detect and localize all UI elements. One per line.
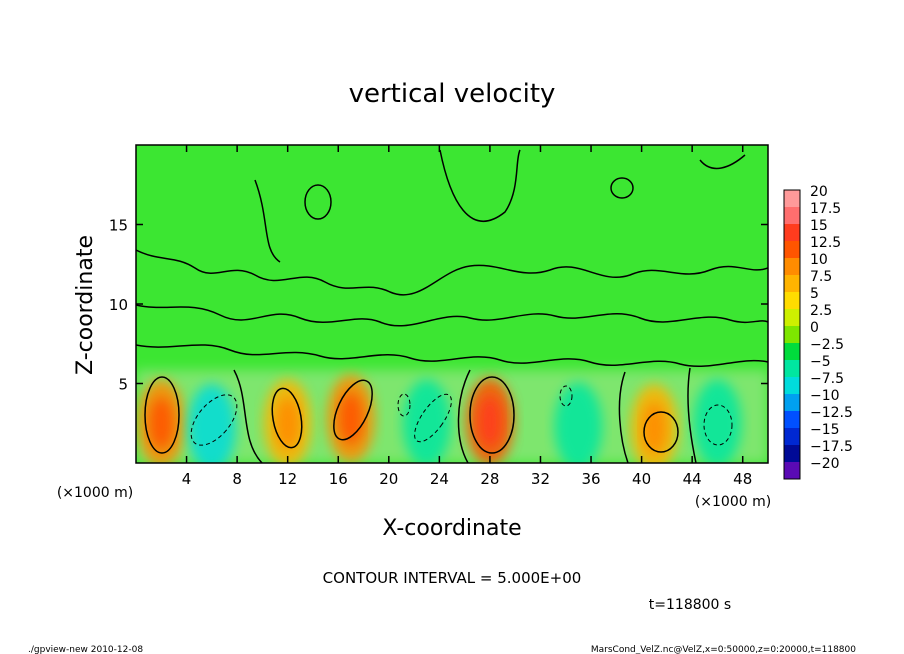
chart-title: vertical velocity [349,79,556,109]
y-tick-label: 10 [109,296,128,314]
x-tick-label: 20 [379,470,398,488]
colorbar-swatch [784,360,800,377]
x-tick-label: 44 [683,470,702,488]
contour-line [304,184,332,220]
contour-line [136,249,768,296]
colorbar-swatch [784,275,800,292]
colorbar-swatch [784,241,800,258]
dashed-contour [703,404,733,446]
velocity-cell [402,379,451,463]
colorbar-swatch [784,207,800,224]
plot-area [136,145,768,463]
dashed-contour [190,394,238,446]
colorbar-swatch [784,428,800,445]
dashed-contour [397,393,411,417]
contour-lines [136,149,768,463]
x-tick-label: 28 [480,470,499,488]
colorbar-label: 7.5 [810,269,832,285]
contour-line [687,367,697,463]
colorbar-label: −5 [810,354,831,370]
colorbar-swatch [784,377,800,394]
colorbar-swatch [784,411,800,428]
colorbar: 2017.51512.5107.552.50−2.5−5−7.5−10−12.5… [783,184,853,480]
contour-line [643,411,679,453]
dashed-contour [559,385,573,407]
y-tick-label: 15 [109,217,128,235]
x-tick-label: 4 [182,470,192,488]
colorbar-label: 0 [810,320,819,336]
dashed-contour [414,393,452,443]
x-axis-ticks: 4 8 12 16 20 24 28 32 36 40 44 48 [182,145,752,488]
contour-line [439,149,521,222]
contour-line [618,371,629,463]
colorbar-label: −2.5 [810,337,844,353]
x-tick-label: 32 [531,470,550,488]
velocity-cell [554,382,603,463]
colorbar-swatch [784,190,800,207]
y-unit-label: (×1000 m) [57,485,133,501]
footer-right: MarsCond_VelZ.nc@VelZ,x=0:50000,z=0:2000… [591,645,856,654]
colorbar-label: 12.5 [810,235,841,251]
x-tick-label: 24 [430,470,449,488]
x-tick-label: 16 [329,470,348,488]
y-axis-label: Z-coordinate [73,235,98,375]
x-tick-label: 40 [632,470,651,488]
contour-line [469,376,515,454]
y-axis-ticks: 5 10 15 [109,217,768,394]
x-tick-label: 12 [278,470,297,488]
colorbar-swatch [784,445,800,462]
x-axis-label: X-coordinate [382,516,521,541]
contour-line [271,387,303,449]
velocity-core [275,397,300,450]
colorbar-label: 17.5 [810,201,841,217]
contour-line [136,344,768,368]
time-label: t=118800 s [649,597,731,613]
velocity-core [477,395,502,448]
contour-line [136,304,768,327]
negative-contours [190,385,733,446]
velocity-cell [693,379,742,463]
x-tick-label: 8 [232,470,242,488]
colorbar-swatch [784,343,800,360]
contour-interval-label: CONTOUR INTERVAL = 5.000E+00 [323,569,582,587]
velocity-core [149,397,174,450]
colorbar-frame [783,189,801,480]
x-tick-label: 48 [733,470,752,488]
contour-line [457,369,471,463]
colorbar-label: 5 [810,286,819,302]
colorbar-label: −12.5 [810,405,853,421]
contour-line [144,376,180,454]
colorbar-label: 15 [810,218,828,234]
x-tick-label: 36 [581,470,600,488]
velocity-core [642,402,667,455]
colorbar-swatch [784,258,800,275]
colorbar-swatch [784,224,800,241]
colorbar-swatch [784,326,800,343]
velocity-cell [187,384,236,463]
colorbar-label: −15 [810,422,840,438]
x-unit-label: (×1000 m) [695,494,771,510]
contour-line [233,369,263,463]
colorbar-swatch [784,394,800,411]
colorbar-label: −10 [810,388,840,404]
colorbar-label: −17.5 [810,439,853,455]
colorbar-label: 20 [810,184,828,200]
y-tick-label: 5 [118,376,128,394]
colorbar-label: 2.5 [810,303,832,319]
colorbar-label: −7.5 [810,371,844,387]
footer-left: ./gpview-new 2010-12-08 [28,645,143,654]
contour-line [254,179,281,263]
colorbar-label: 10 [810,252,828,268]
contour-line [610,177,634,199]
contour-line [699,154,746,170]
contour-line [333,379,373,441]
colorbar-label: −20 [810,456,840,472]
colorbar-swatch [784,309,800,326]
colorbar-swatch [784,462,800,479]
colorbar-swatch [784,292,800,309]
